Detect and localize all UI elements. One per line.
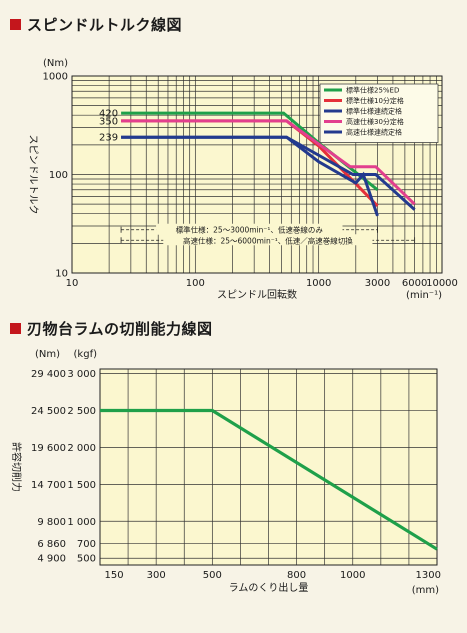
x-tick-label: 6000 [402,278,427,289]
legend-label: 高速仕様連続定格 [346,128,402,137]
torque-series-line [121,135,416,211]
y1-tick-label: 29 400 [31,369,66,380]
y2-tick-label: 500 [77,554,96,565]
torque-series-line [121,119,416,206]
y2-tick-label: 3 000 [67,369,96,380]
y1-tick-label: 9 800 [37,517,66,528]
y-tick-label: 1000 [43,72,68,83]
x-tick-label: 300 [147,570,166,581]
legend-label: 標準仕様10分定格 [346,96,404,105]
x-tick-label: 800 [287,570,306,581]
legend-label: 標準仕様連続定格 [346,107,402,116]
y2-tick-label: 2 500 [67,406,96,417]
y-tick-label: 10 [55,269,68,280]
y1-tick-label: 24 500 [31,406,66,417]
x-tick-label: 10000 [426,278,458,289]
y2-tick-label: 1 500 [67,480,96,491]
x-tick-label: 500 [203,570,222,581]
annotation-bg [163,234,373,246]
annotation-bg [156,223,343,235]
x-tick-label: 1000 [306,278,331,289]
annotation-text: 標準仕様：25～3000min⁻¹、低速巻線のみ [176,225,324,235]
legend-label: 標準仕様25%ED [346,86,399,95]
title-marker-icon [10,19,21,30]
cutting-chart-title: 刃物台ラムの切削能力線図 [10,318,213,339]
torque-chart-title: スピンドルトルク線図 [10,14,182,35]
x-axis-title: スピンドル回転数 [217,288,297,301]
y2-unit-label: (kgf) [74,349,98,360]
plot-border [99,368,438,566]
torque-value-label: 420 [99,109,118,120]
y2-tick-label: 700 [77,539,96,550]
x-tick-label: 3000 [365,278,390,289]
y-axis-title: 許容切削力 [10,442,23,492]
x-tick-label: 150 [104,570,123,581]
x-axis-title: ラムのくり出し量 [229,581,309,594]
torque-value-label: 350 [99,116,118,127]
y1-tick-label: 4 900 [37,554,66,565]
annotation-text: 高速仕様：25～6000min⁻¹、低速／高速巻線切換 [183,235,353,245]
y1-tick-label: 14 700 [31,480,66,491]
x-unit-label: (mm) [412,585,439,596]
title-marker-icon [10,323,21,334]
y-tick-label: 100 [49,170,68,181]
cutting-chart-title-text: 刃物台ラムの切削能力線図 [27,320,213,338]
y2-tick-label: 1 000 [67,517,96,528]
y1-unit-label: (Nm) [35,349,60,360]
plot-border [71,75,443,274]
y1-tick-label: 19 600 [31,443,66,454]
y-axis-title: スピンドルトルク [27,135,39,215]
cutting-force-line [100,408,438,551]
torque-value-label: 239 [99,133,118,144]
x-tick-label: 100 [186,278,205,289]
x-tick-label: 1300 [416,570,441,581]
y-unit-label: (Nm) [43,58,68,69]
x-tick-label: 10 [66,278,79,289]
legend-label: 高速仕様30分定格 [346,117,404,126]
torque-chart-title-text: スピンドルトルク線図 [27,16,183,34]
x-tick-label: 1000 [340,570,365,581]
y1-tick-label: 6 860 [37,539,66,550]
x-unit-label: (min⁻¹) [406,290,442,301]
y2-tick-label: 2 000 [67,443,96,454]
